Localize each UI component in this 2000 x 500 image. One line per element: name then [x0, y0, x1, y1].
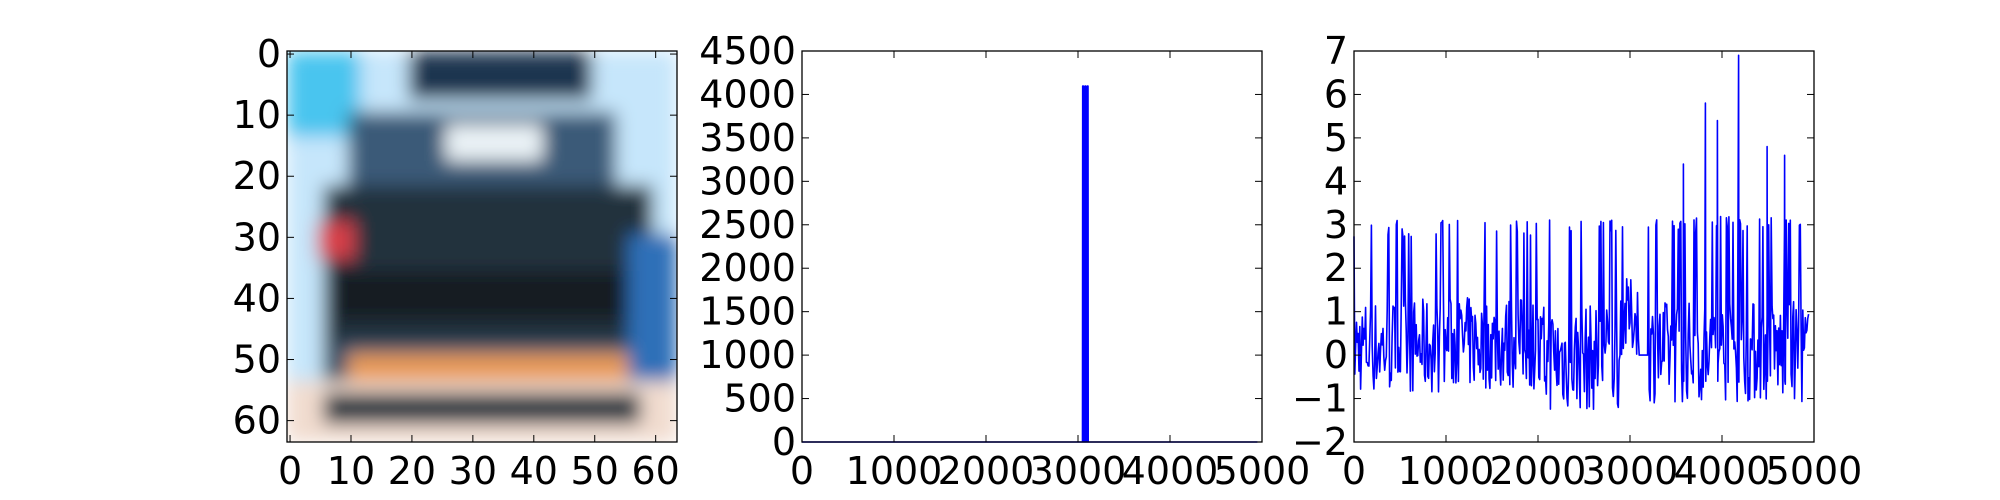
y-tick-label: 0: [772, 420, 796, 464]
y-tick-label: 4000: [699, 72, 796, 116]
y-tick-label: 3000: [699, 159, 796, 203]
x-tick-label: 2000: [1490, 449, 1587, 493]
y-tick-label: 7: [1324, 29, 1348, 73]
spike-axes-frame: [801, 50, 1263, 443]
y-tick-label: 20: [233, 154, 281, 198]
image-grille-region: [335, 270, 641, 320]
y-tick-label: 1500: [699, 290, 796, 334]
image-y-tick-labels: 0 10 20 30 40 50 60: [233, 32, 281, 443]
y-tick-label: 50: [233, 338, 281, 382]
x-tick-label: 2000: [938, 449, 1035, 493]
y-tick-label: 0: [1324, 333, 1348, 377]
image-panel: 0 10 20 30 40 50 60 0 10 20 30 40 50 60: [233, 32, 680, 493]
y-tick-label: 3: [1324, 203, 1348, 247]
y-tick-label: 6: [1324, 72, 1348, 116]
y-tick-label: 2: [1324, 246, 1348, 290]
image-orange-stripe: [347, 353, 629, 384]
x-tick-label: 30: [449, 449, 497, 493]
x-tick-label: 0: [278, 449, 302, 493]
x-tick-label: 5000: [1214, 449, 1311, 493]
y-tick-label: 3500: [699, 116, 796, 160]
image-window-region: [445, 124, 543, 161]
y-tick-label: 40: [233, 276, 281, 320]
y-tick-label: 10: [233, 93, 281, 137]
y-tick-label: 4: [1324, 159, 1348, 203]
y-tick-label: 2500: [699, 203, 796, 247]
spike-ticks: [801, 50, 1263, 443]
x-tick-label: 4000: [1674, 449, 1771, 493]
x-tick-label: 1000: [846, 449, 943, 493]
image-right-edge: [628, 234, 677, 381]
x-tick-label: 5000: [1766, 449, 1863, 493]
y-tick-label: 4500: [699, 29, 796, 73]
x-tick-label: 0: [1342, 449, 1366, 493]
y-tick-label: 0: [257, 32, 281, 76]
image-ticks: [287, 51, 677, 442]
x-tick-label: 3000: [1582, 449, 1679, 493]
image-x-tick-labels: 0 10 20 30 40 50 60: [278, 449, 680, 493]
signal-series-line: [1353, 54, 1810, 410]
y-tick-label: 30: [233, 215, 281, 259]
x-tick-label: 10: [327, 449, 375, 493]
y-tick-label: 2000: [699, 246, 796, 290]
image-axes-frame: [286, 50, 678, 443]
x-tick-label: 3000: [1030, 449, 1127, 493]
image-top-dark-region: [408, 51, 592, 100]
signal-series: [1353, 54, 1810, 410]
spike-series: [802, 85, 1258, 443]
x-tick-label: 20: [388, 449, 436, 493]
x-tick-label: 4000: [1122, 449, 1219, 493]
x-tick-label: 0: [790, 449, 814, 493]
signal-ticks: [1353, 50, 1815, 443]
x-tick-label: 50: [571, 449, 619, 493]
x-tick-label: 60: [631, 449, 679, 493]
image-red-blob: [317, 222, 355, 259]
image-bumper-region: [323, 393, 641, 424]
spike-series-line: [802, 85, 1258, 443]
signal-axes-frame: [1353, 50, 1815, 443]
y-tick-label: −1: [1292, 377, 1348, 421]
y-tick-label: 60: [233, 399, 281, 443]
y-tick-label: 500: [723, 377, 796, 421]
y-tick-label: −2: [1292, 420, 1348, 464]
y-tick-label: 1: [1324, 290, 1348, 334]
y-tick-label: 1000: [699, 333, 796, 377]
x-tick-label: 1000: [1398, 449, 1495, 493]
y-tick-label: 5: [1324, 116, 1348, 160]
image-heatmap: [287, 51, 677, 442]
x-tick-label: 40: [510, 449, 558, 493]
